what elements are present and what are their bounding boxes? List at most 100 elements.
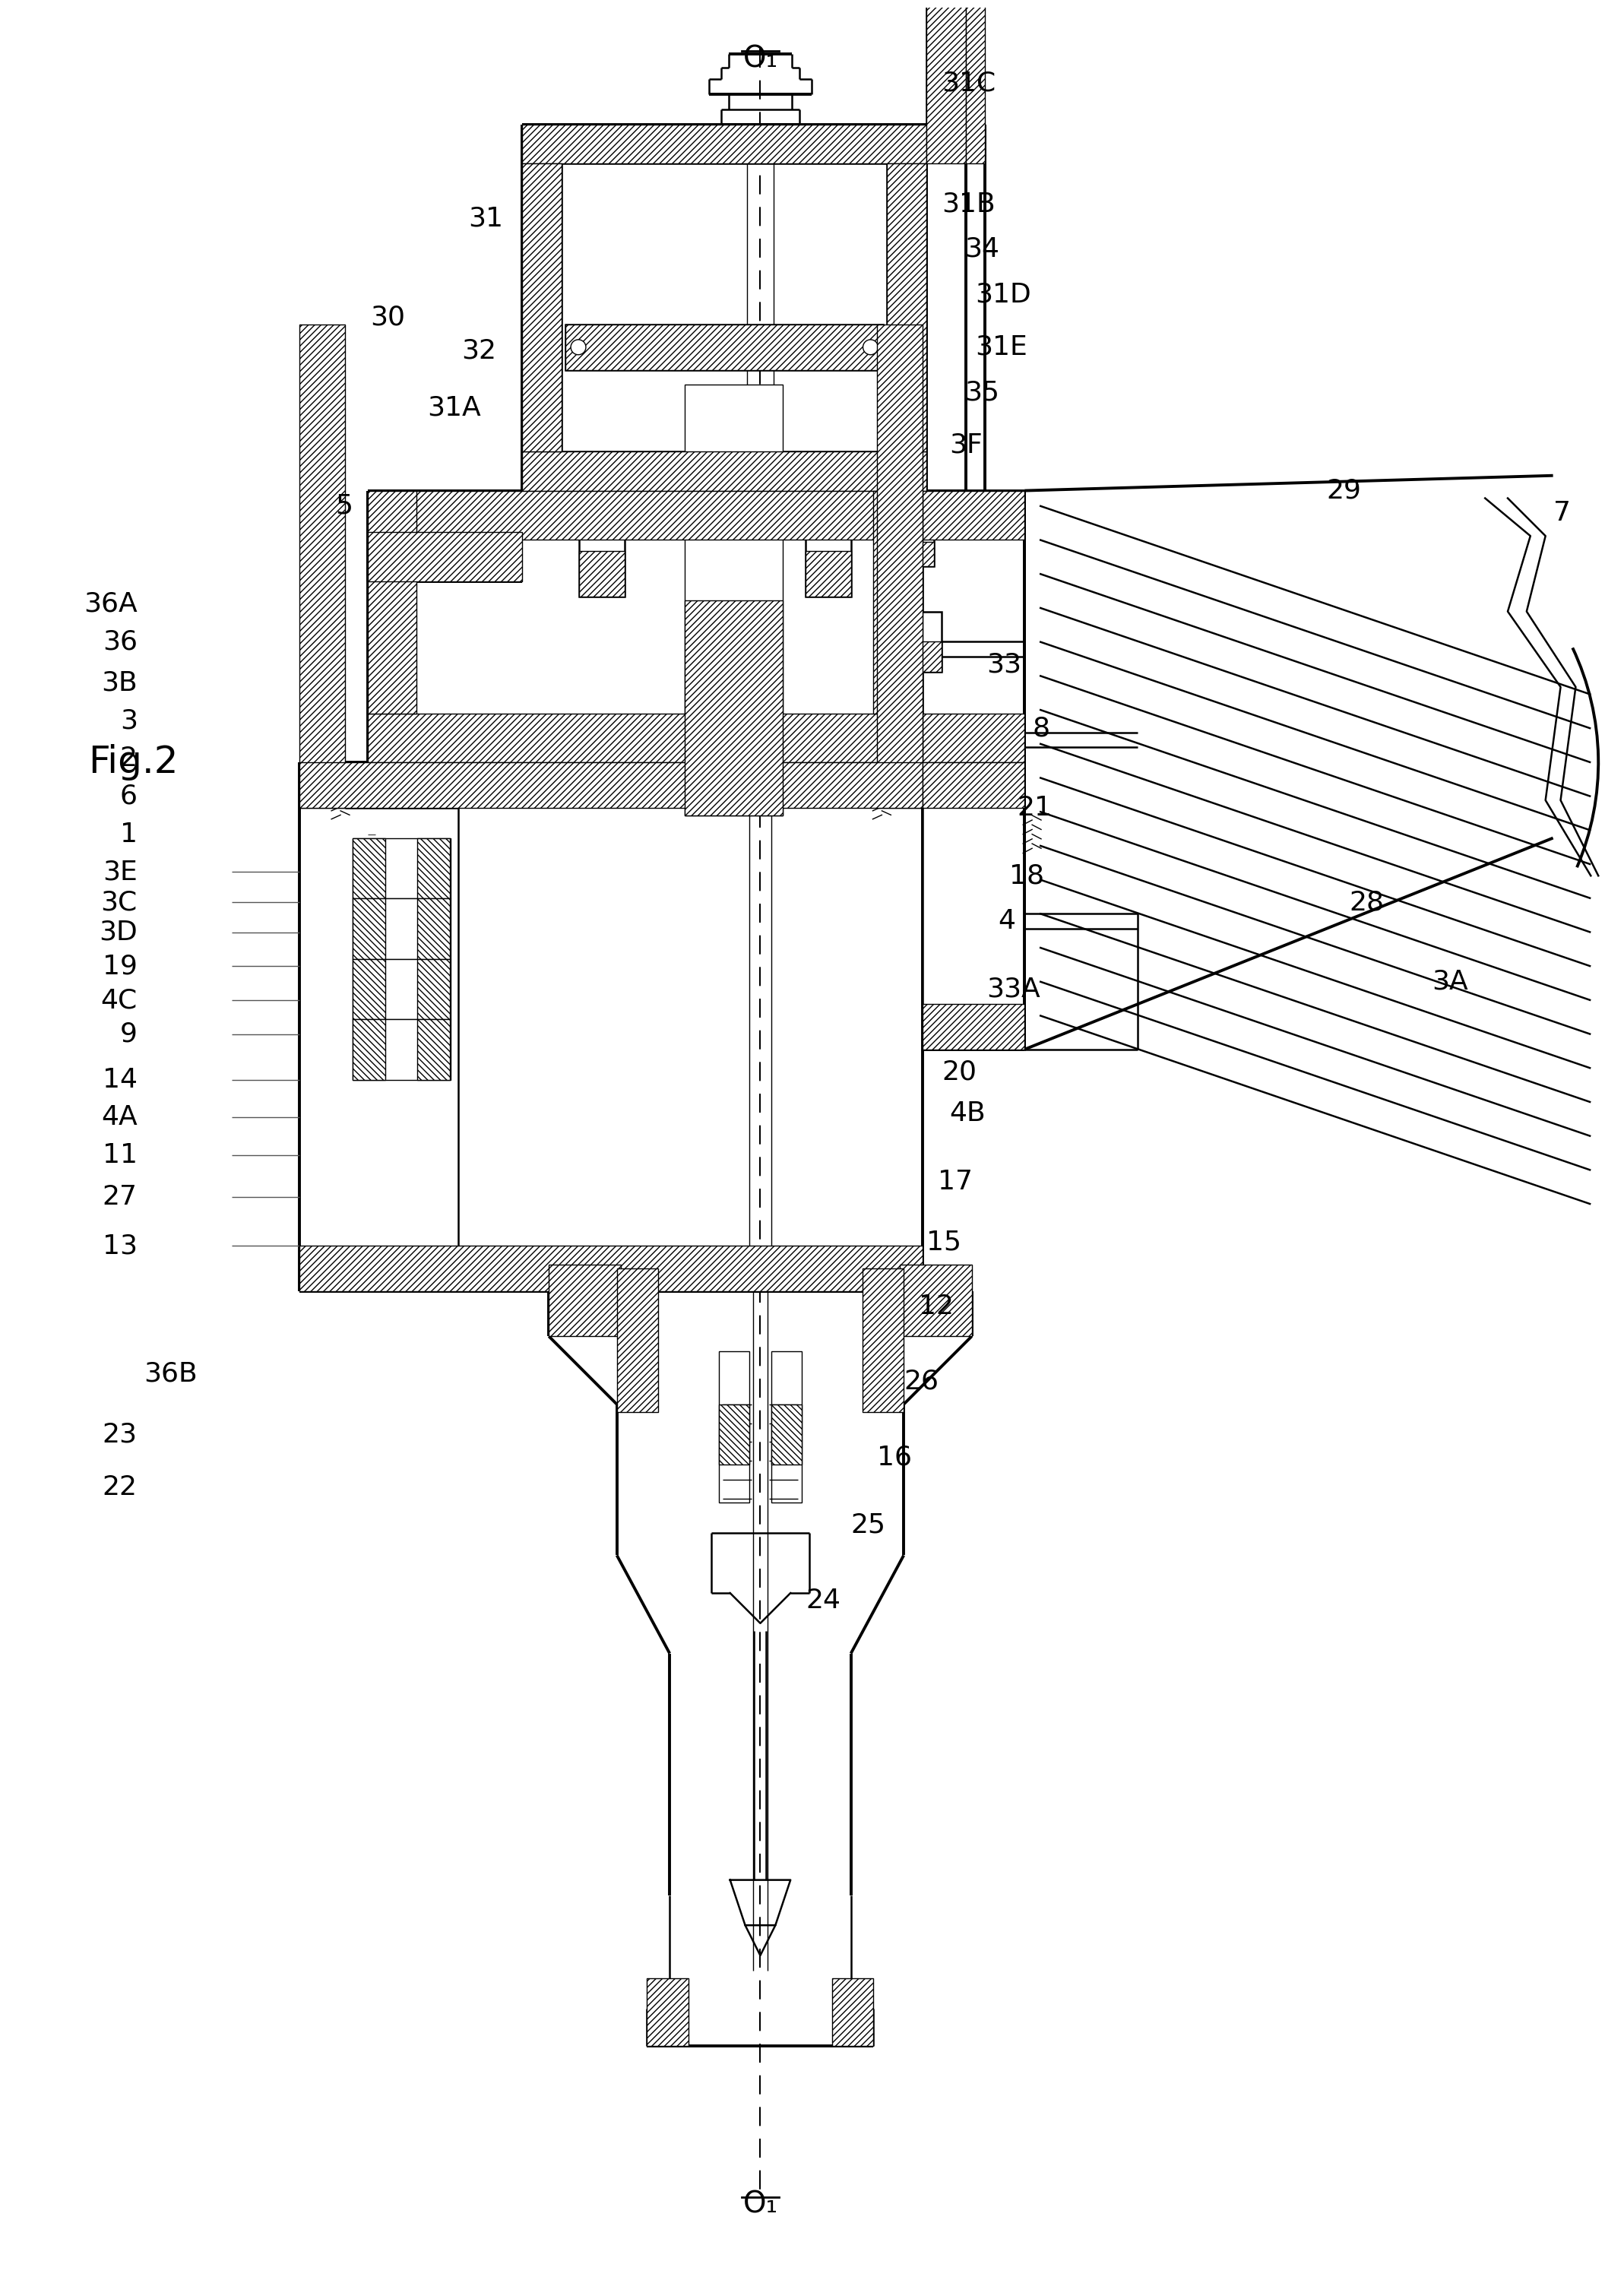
Bar <box>888 641 942 673</box>
Text: 28: 28 <box>1350 889 1384 914</box>
Bar <box>300 324 344 807</box>
Text: 19: 19 <box>102 953 138 978</box>
Text: 13: 13 <box>102 1233 138 1259</box>
Text: 4: 4 <box>999 907 1015 935</box>
Bar <box>417 839 450 898</box>
Text: 12: 12 <box>919 1293 953 1320</box>
Bar <box>771 1404 802 1464</box>
Text: O₁: O₁ <box>742 43 778 73</box>
Bar <box>352 1019 451 1081</box>
Bar <box>352 898 451 960</box>
Text: 6: 6 <box>120 784 138 809</box>
Bar <box>806 506 851 597</box>
Bar <box>523 451 926 490</box>
Bar <box>352 1019 385 1081</box>
Text: 16: 16 <box>877 1443 913 1471</box>
Text: 18: 18 <box>1010 862 1044 889</box>
Text: 22: 22 <box>102 1475 138 1500</box>
Bar <box>367 490 922 540</box>
Bar <box>888 518 934 565</box>
Bar <box>806 552 851 597</box>
Bar <box>523 164 562 451</box>
Text: 3E: 3E <box>102 860 138 885</box>
Bar <box>887 164 926 451</box>
Text: 35: 35 <box>965 378 999 406</box>
Bar <box>549 1265 620 1336</box>
Text: 20: 20 <box>942 1060 976 1085</box>
Bar <box>352 960 451 1019</box>
Circle shape <box>570 340 586 356</box>
Text: 4C: 4C <box>101 987 138 1012</box>
Text: 36: 36 <box>102 629 138 654</box>
Text: 36A: 36A <box>84 591 138 618</box>
Bar <box>922 762 1025 807</box>
Bar <box>922 714 1025 762</box>
Bar <box>966 0 984 164</box>
Bar <box>926 0 966 125</box>
Bar <box>809 506 848 520</box>
Text: 7: 7 <box>1553 499 1570 527</box>
Bar <box>900 1265 971 1336</box>
Bar <box>771 1352 802 1503</box>
Text: 21: 21 <box>1017 796 1052 821</box>
Text: 5: 5 <box>335 492 352 518</box>
Bar <box>922 762 1025 1049</box>
Text: Fig.2: Fig.2 <box>88 743 179 780</box>
Text: 36B: 36B <box>145 1361 198 1386</box>
Text: 2: 2 <box>120 746 138 771</box>
Text: 31C: 31C <box>942 71 996 96</box>
Text: 31E: 31E <box>976 335 1028 360</box>
Text: 31B: 31B <box>942 192 996 217</box>
Text: 3C: 3C <box>101 889 138 914</box>
Text: 30: 30 <box>370 303 406 331</box>
Text: 23: 23 <box>102 1420 138 1448</box>
Text: 3D: 3D <box>99 919 138 946</box>
Bar <box>719 1352 749 1503</box>
Text: 24: 24 <box>806 1587 841 1614</box>
Bar <box>888 611 942 673</box>
Bar <box>685 600 783 816</box>
Text: O₁: O₁ <box>742 2191 778 2218</box>
Bar <box>367 490 417 714</box>
Text: 4B: 4B <box>948 1101 986 1126</box>
Bar <box>565 324 883 369</box>
Text: 33A: 33A <box>987 976 1041 1001</box>
Bar <box>417 1019 450 1081</box>
Bar <box>583 506 620 520</box>
Bar <box>352 960 385 1019</box>
Bar <box>417 960 450 1019</box>
Bar <box>874 490 922 714</box>
Bar <box>617 1268 658 1411</box>
Text: 14: 14 <box>102 1067 138 1092</box>
Text: 27: 27 <box>102 1183 138 1211</box>
Bar <box>352 839 451 898</box>
Text: 31A: 31A <box>427 394 481 420</box>
Text: 3F: 3F <box>948 433 983 458</box>
Bar <box>922 490 1025 762</box>
Bar <box>367 714 922 762</box>
Bar <box>352 898 385 960</box>
Bar <box>862 1268 903 1411</box>
Bar <box>877 324 922 807</box>
Bar <box>352 839 385 898</box>
Text: 3: 3 <box>120 709 138 734</box>
Text: 26: 26 <box>903 1368 939 1395</box>
Bar <box>367 531 523 581</box>
Text: 3A: 3A <box>1432 969 1468 994</box>
Bar <box>719 1404 749 1464</box>
Bar <box>523 125 926 164</box>
Bar <box>922 1003 1025 1049</box>
Text: 29: 29 <box>1327 479 1361 504</box>
Text: 17: 17 <box>937 1170 973 1195</box>
Text: 33: 33 <box>987 652 1021 677</box>
Circle shape <box>862 340 879 356</box>
Text: 9: 9 <box>120 1021 138 1047</box>
Bar <box>685 385 783 816</box>
Bar <box>417 898 450 960</box>
Text: 11: 11 <box>102 1142 138 1167</box>
Text: 34: 34 <box>965 237 999 262</box>
Bar <box>922 490 1025 540</box>
Text: 31D: 31D <box>976 280 1031 308</box>
Text: 31: 31 <box>469 205 503 233</box>
Text: 3B: 3B <box>101 670 138 695</box>
